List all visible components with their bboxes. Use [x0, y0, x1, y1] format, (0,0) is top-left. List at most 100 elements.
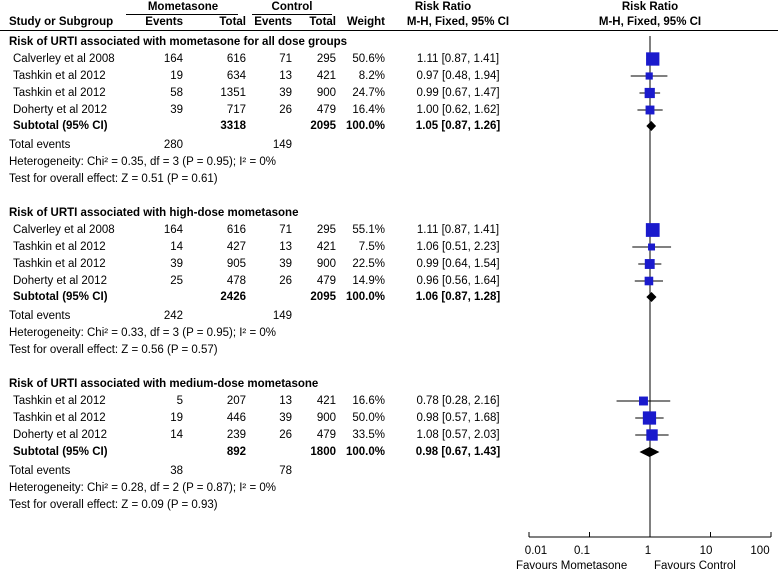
group2-header: Control	[271, 1, 313, 13]
subtotal-total2: 2095	[310, 291, 336, 303]
col-rr-method-header: M-H, Fixed, 95% CI	[406, 16, 510, 28]
overall-effect-text: Test for overall effect: Z = 0.56 (P = 0…	[9, 344, 218, 356]
axis-tick-label: 1	[644, 545, 652, 557]
study-marker	[642, 411, 657, 425]
study-name: Tashkin et al 2012	[13, 412, 106, 424]
study-events2: 39	[279, 412, 292, 424]
study-weight: 55.1%	[352, 224, 385, 236]
overall-effect-text: Test for overall effect: Z = 0.51 (P = 0…	[9, 173, 218, 185]
study-marker	[644, 259, 655, 269]
total-events-label: Total events	[9, 465, 71, 477]
study-events2: 13	[279, 395, 292, 407]
study-marker	[645, 105, 655, 115]
col-events2-header: Events	[254, 16, 292, 28]
subtotal-ci: 1.05 [0.87, 1.26]	[415, 120, 501, 132]
study-total1: 446	[226, 412, 246, 424]
group-title: Risk of URTI associated with mometasone …	[9, 36, 348, 48]
study-weight: 16.6%	[352, 395, 385, 407]
study-events1: 19	[170, 412, 183, 424]
study-ci: 1.08 [0.57, 2.03]	[416, 429, 500, 441]
study-weight: 33.5%	[352, 429, 385, 441]
study-weight: 22.5%	[352, 258, 385, 270]
subtotal-total2: 2095	[310, 120, 336, 132]
subtotal-weight: 100.0%	[345, 291, 385, 303]
total-events2: 149	[272, 139, 292, 151]
study-total2: 479	[316, 429, 336, 441]
study-marker	[644, 276, 654, 286]
total-events1: 38	[170, 465, 183, 477]
col-weight-header: Weight	[346, 16, 385, 28]
study-total1: 478	[226, 275, 246, 287]
study-events2: 71	[279, 53, 292, 65]
heterogeneity-text: Heterogeneity: Chi² = 0.33, df = 3 (P = …	[9, 327, 276, 339]
group-title: Risk of URTI associated with high-dose m…	[9, 207, 299, 219]
study-total1: 239	[226, 429, 246, 441]
study-total2: 900	[316, 258, 336, 270]
study-weight: 7.5%	[358, 241, 385, 253]
study-ci: 0.96 [0.56, 1.64]	[416, 275, 500, 287]
study-weight: 16.4%	[352, 104, 385, 116]
subtotal-label: Subtotal (95% CI)	[13, 291, 108, 303]
study-events1: 14	[170, 241, 183, 253]
subtotal-total1: 2426	[220, 291, 246, 303]
study-events1: 39	[170, 104, 183, 116]
study-name: Tashkin et al 2012	[13, 258, 106, 270]
total-events2: 78	[279, 465, 292, 477]
subtotal-total1: 3318	[220, 120, 246, 132]
study-ci: 0.98 [0.57, 1.68]	[416, 412, 500, 424]
study-total1: 427	[226, 241, 246, 253]
axis-tick-label: 10	[699, 545, 713, 557]
favours-right-label: Favours Control	[654, 560, 736, 572]
total-events-label: Total events	[9, 139, 71, 151]
study-total2: 421	[316, 70, 336, 82]
total-events-label: Total events	[9, 310, 71, 322]
study-ci: 1.11 [0.87, 1.41]	[416, 224, 500, 236]
study-marker	[639, 396, 648, 406]
study-name: Doherty et al 2012	[13, 275, 107, 287]
study-ci: 1.11 [0.87, 1.41]	[416, 53, 500, 65]
study-total1: 1351	[220, 87, 246, 99]
col-study-header: Study or Subgroup	[9, 16, 114, 28]
study-events1: 19	[170, 70, 183, 82]
overall-effect-text: Test for overall effect: Z = 0.09 (P = 0…	[9, 499, 218, 511]
study-ci: 0.99 [0.67, 1.47]	[416, 87, 500, 99]
study-total1: 616	[226, 224, 246, 236]
subtotal-total2: 1800	[310, 446, 336, 458]
study-marker	[645, 72, 653, 80]
study-events1: 164	[163, 53, 183, 65]
axis-tick-label: 0.01	[524, 545, 548, 557]
axis-tick-label: 0.1	[574, 545, 590, 557]
study-ci: 1.00 [0.62, 1.62]	[416, 104, 500, 116]
col-plot-method-header: M-H, Fixed, 95% CI	[598, 16, 702, 28]
study-name: Doherty et al 2012	[13, 104, 107, 116]
study-events1: 5	[176, 395, 183, 407]
heterogeneity-text: Heterogeneity: Chi² = 0.28, df = 2 (P = …	[9, 482, 276, 494]
rr-header-title: Risk Ratio	[414, 1, 472, 13]
study-ci: 0.97 [0.48, 1.94]	[416, 70, 500, 82]
study-total2: 479	[316, 104, 336, 116]
group1-header: Mometasone	[147, 1, 219, 13]
plot-header-title: Risk Ratio	[621, 1, 679, 13]
study-total1: 207	[226, 395, 246, 407]
study-name: Calverley et al 2008	[13, 224, 115, 236]
study-events1: 39	[170, 258, 183, 270]
subtotal-total1: 892	[226, 446, 246, 458]
study-total2: 295	[316, 224, 336, 236]
study-marker	[645, 223, 660, 237]
study-name: Tashkin et al 2012	[13, 395, 106, 407]
study-events1: 164	[163, 224, 183, 236]
study-weight: 14.9%	[352, 275, 385, 287]
group-title: Risk of URTI associated with medium-dose…	[9, 378, 319, 390]
study-total2: 421	[316, 395, 336, 407]
study-events2: 39	[279, 87, 292, 99]
subtotal-label: Subtotal (95% CI)	[13, 120, 108, 132]
total-events1: 242	[163, 310, 183, 322]
subtotal-diamond	[646, 121, 657, 131]
heterogeneity-text: Heterogeneity: Chi² = 0.35, df = 3 (P = …	[9, 156, 276, 168]
study-weight: 24.7%	[352, 87, 385, 99]
subtotal-weight: 100.0%	[345, 120, 385, 132]
study-ci: 0.99 [0.64, 1.54]	[416, 258, 500, 270]
study-name: Doherty et al 2012	[13, 429, 107, 441]
study-events2: 39	[279, 258, 292, 270]
